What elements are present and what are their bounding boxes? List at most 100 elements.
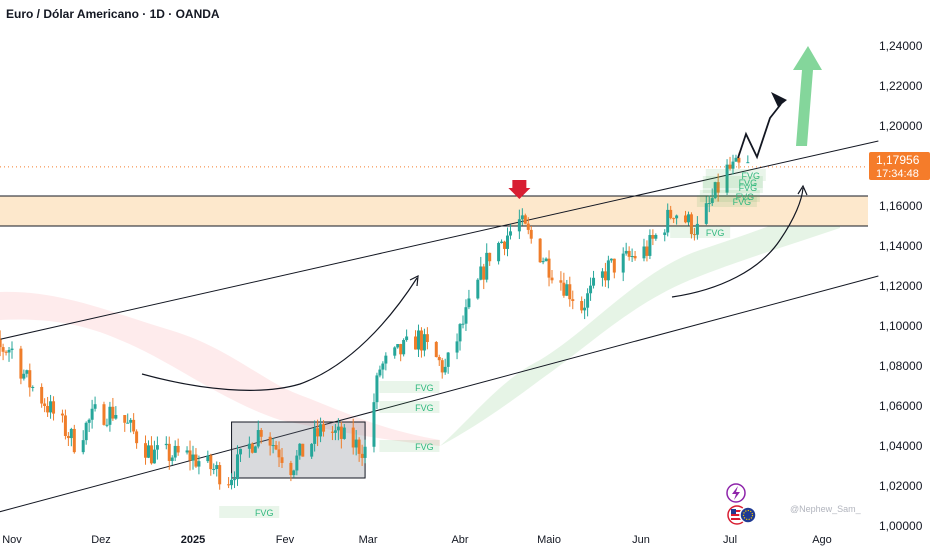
candle-body	[170, 457, 174, 461]
y-tick-label: 1,20000	[879, 119, 923, 133]
candle-body	[43, 403, 47, 407]
candle-body	[422, 334, 426, 351]
x-tick-label: Mar	[359, 534, 378, 546]
x-tick-label: Maio	[537, 534, 561, 546]
x-tick-label: Jul	[723, 534, 737, 546]
candle-body	[152, 449, 156, 464]
candle-body	[105, 424, 109, 426]
candle-body	[149, 445, 153, 464]
candle-body	[316, 428, 320, 437]
zigzag-projection	[737, 103, 782, 160]
candle-body	[488, 252, 492, 262]
candle-body	[218, 465, 222, 485]
curved-arrow-right	[671, 187, 804, 298]
candle-body	[132, 419, 136, 432]
candle-body	[188, 450, 192, 461]
candle-body	[669, 209, 673, 219]
candle-body	[455, 341, 459, 353]
candle-body	[360, 453, 364, 458]
candle-body	[434, 342, 438, 357]
candle-body	[206, 455, 210, 462]
candle-body	[526, 223, 530, 230]
candle-body	[164, 443, 168, 446]
curved-arrow-left	[141, 277, 418, 391]
candle-body	[354, 439, 358, 448]
candle-body	[482, 266, 486, 280]
zigzag-arrow-head	[771, 92, 787, 107]
candle-body	[129, 419, 133, 423]
candle-body	[393, 347, 397, 356]
candle-body	[734, 157, 738, 162]
candle-body	[227, 484, 231, 486]
candle-body	[654, 234, 658, 239]
candle-body	[111, 406, 115, 419]
candle-body	[274, 445, 278, 450]
candle-body	[550, 277, 554, 281]
candle-body	[10, 348, 14, 350]
candle-body	[485, 252, 489, 280]
candle-body	[280, 457, 284, 463]
curved-arrow-left-head	[409, 274, 419, 287]
candle-body	[247, 443, 251, 449]
fvg-zone	[670, 226, 731, 238]
y-tick-label: 1,22000	[879, 79, 923, 93]
candle-body	[414, 336, 418, 350]
eu-flag-icon[interactable]	[739, 506, 757, 524]
candle-body	[114, 415, 118, 419]
watermark: @Nephew_Sam_	[790, 504, 862, 514]
candle-body	[336, 426, 340, 431]
candle-body	[666, 209, 670, 233]
candle-body	[479, 266, 483, 280]
candle-body	[725, 164, 729, 193]
candle-body	[704, 203, 708, 224]
candle-body	[191, 454, 195, 461]
candle-body	[144, 443, 148, 458]
fvg-zone	[699, 190, 760, 202]
candles	[0, 152, 750, 490]
x-tick-label: Jun	[632, 534, 650, 546]
candle-body	[612, 258, 616, 273]
candle-body	[425, 334, 429, 343]
fvg-zone	[379, 381, 440, 393]
fvg-zone	[702, 181, 763, 193]
y-tick-label: 1,04000	[879, 439, 923, 453]
candle-body	[259, 430, 263, 437]
cloud-bear	[0, 291, 440, 446]
candle-body	[476, 279, 480, 299]
candle-body	[209, 455, 213, 470]
green-up-arrow	[793, 46, 822, 146]
candle-body	[40, 386, 44, 404]
candle-body	[46, 406, 50, 413]
candle-body	[621, 253, 625, 273]
annotations	[141, 46, 822, 391]
candle-body	[547, 258, 551, 278]
candle-body	[663, 232, 667, 235]
y-tick-label: 1,24000	[879, 39, 923, 53]
candle-body	[176, 445, 180, 453]
candle-body	[313, 428, 317, 444]
y-tick-label: 1,06000	[879, 399, 923, 413]
candle-body	[405, 336, 409, 340]
candle-body	[173, 445, 177, 458]
countdown-timer: 17:34:48	[876, 168, 919, 180]
candle-body	[399, 344, 403, 355]
candle-body	[416, 330, 420, 350]
candle-body	[520, 215, 524, 220]
candle-body	[292, 470, 296, 476]
candle-body	[52, 401, 56, 414]
lightning-icon[interactable]	[726, 483, 746, 503]
red-down-arrow	[508, 180, 531, 199]
candle-body	[212, 469, 216, 471]
y-axis[interactable]: 1,240001,220001,200001,180001,160001,140…	[879, 39, 923, 533]
x-axis[interactable]: Nov Dez 2025 Fev Mar Abr Maio Jun Jul Ago	[2, 534, 832, 546]
candle-body	[707, 203, 711, 205]
candle-body	[600, 271, 604, 278]
candle-body	[692, 234, 696, 236]
candle-body	[571, 299, 575, 302]
chart-title: Euro / Dólar Americano · 1D · OANDA	[6, 7, 220, 21]
candle-body	[497, 242, 501, 262]
candle-body	[505, 235, 509, 249]
candle-body	[606, 260, 610, 281]
candle-body	[381, 363, 385, 370]
